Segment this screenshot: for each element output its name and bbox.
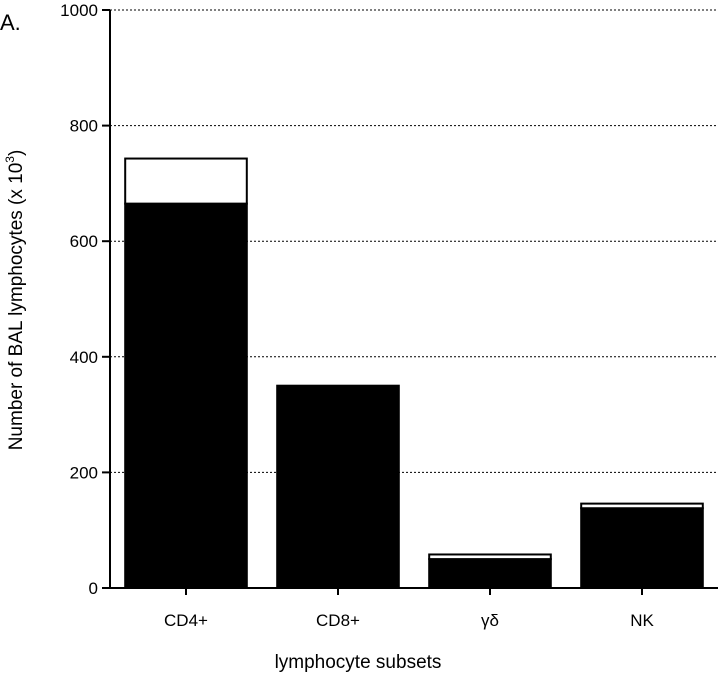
- x-categories: CD4+ CD8+ γδ NK: [164, 588, 654, 630]
- bar-segment-1: [124, 202, 248, 589]
- y-tick-label: 0: [89, 579, 98, 598]
- bar-segment-1: [276, 384, 400, 590]
- x-category-label: NK: [630, 611, 654, 630]
- x-category-label: CD4+: [164, 611, 208, 630]
- bar-segment-2: [124, 157, 248, 205]
- x-category-label: CD8+: [316, 611, 360, 630]
- x-axis-title: lymphocyte subsets: [275, 652, 442, 673]
- y-tick-label: 800: [70, 117, 98, 136]
- axes: [109, 10, 718, 589]
- y-axis-title-superscript: 3: [3, 156, 17, 163]
- bars: [124, 157, 704, 590]
- y-axis-title: Number of BAL lymphocytes (x 103): [3, 150, 27, 451]
- panel-label: A.: [0, 10, 21, 35]
- y-axis-title-suffix: ): [6, 150, 27, 156]
- y-tick-label: 600: [70, 232, 98, 251]
- y-tick-label: 400: [70, 348, 98, 367]
- y-axis-title-main: Number of BAL lymphocytes (x 10: [6, 163, 27, 451]
- y-ticks: 0 200 400 600 800 1000: [60, 1, 110, 598]
- bar-segment-2: [580, 502, 704, 510]
- bar-segment-1: [428, 558, 552, 589]
- y-tick-label: 1000: [60, 1, 98, 20]
- y-tick-label: 200: [70, 463, 98, 482]
- bar-segment-2: [428, 553, 552, 561]
- x-category-label: γδ: [481, 611, 499, 630]
- bar-segment-1: [580, 507, 704, 589]
